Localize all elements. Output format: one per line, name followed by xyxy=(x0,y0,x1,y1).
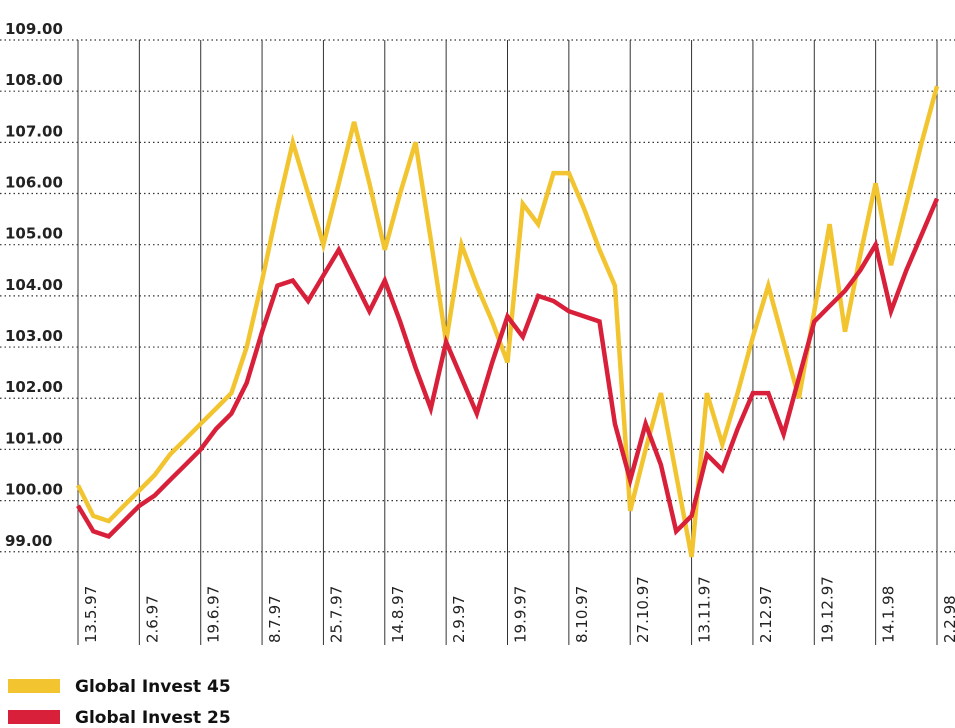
series-line xyxy=(76,197,940,539)
legend-label: Global Invest 45 xyxy=(75,677,231,697)
x-tick-label: 8.7.97 xyxy=(266,595,284,643)
x-tick-label: 19.6.97 xyxy=(205,586,223,643)
x-tick-label: 14.8.97 xyxy=(389,586,407,643)
x-tick-label: 25.7.97 xyxy=(327,586,345,643)
x-tick-label: 2.9.97 xyxy=(450,595,468,643)
legend-swatch xyxy=(8,679,60,693)
x-tick-label: 8.10.97 xyxy=(573,586,591,643)
x-tick-label: 19.12.97 xyxy=(818,576,836,643)
x-tick-label: 19.9.97 xyxy=(512,586,530,643)
y-tick-label: 104.00 xyxy=(5,276,63,294)
legend-label: Global Invest 25 xyxy=(75,708,231,728)
x-tick-label: 27.10.97 xyxy=(634,576,652,643)
legend-swatch xyxy=(8,710,60,724)
y-tick-label: 102.00 xyxy=(5,378,63,396)
x-tick-label: 14.1.98 xyxy=(880,586,898,643)
y-tick-label: 109.00 xyxy=(5,20,63,38)
y-tick-label: 99.00 xyxy=(5,532,52,550)
y-tick-label: 107.00 xyxy=(5,122,63,140)
y-tick-label: 108.00 xyxy=(5,71,63,89)
y-tick-label: 103.00 xyxy=(5,327,63,345)
y-tick-label: 106.00 xyxy=(5,174,63,192)
x-tick-label: 2.6.97 xyxy=(143,595,161,643)
series-line xyxy=(75,85,940,558)
y-tick-label: 101.00 xyxy=(5,429,63,447)
y-tick-label: 105.00 xyxy=(5,225,63,243)
x-tick-label: 2.12.97 xyxy=(757,586,775,643)
y-tick-label: 100.00 xyxy=(5,481,63,499)
x-tick-label: 13.11.97 xyxy=(696,576,714,643)
x-tick-label: 13.5.97 xyxy=(82,586,100,643)
x-tick-label: 2.2.98 xyxy=(941,595,955,643)
